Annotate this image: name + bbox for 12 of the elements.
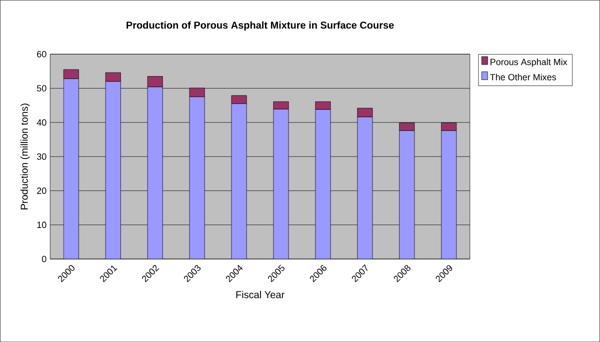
y-tick-label: 40 — [36, 119, 46, 126]
y-tick-label: 0 — [42, 256, 46, 262]
y-axis-title: Production (million tons) — [20, 104, 30, 210]
x-axis-title: Fiscal Year — [236, 290, 284, 298]
y-tick-label: 50 — [37, 85, 46, 92]
y-tick-label: 60 — [37, 50, 46, 58]
legend-label: The Other Mixes — [490, 74, 556, 80]
y-tick-label: 10 — [37, 222, 46, 228]
legend-label: Porous Asphalt Mix — [490, 58, 568, 67]
y-tick-label: 20 — [37, 187, 46, 194]
chart-title: Production of Porous Asphalt Mixture in Surface Course — [126, 21, 394, 31]
y-tick-label: 30 — [36, 153, 46, 160]
